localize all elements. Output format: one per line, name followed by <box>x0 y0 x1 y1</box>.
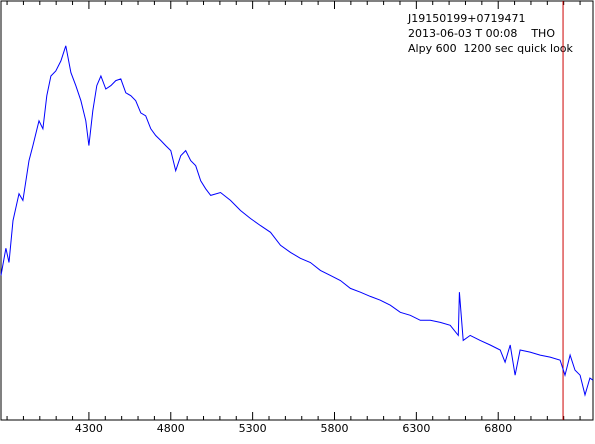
spectrum-line <box>0 45 594 397</box>
x-tick-label: 5800 <box>320 422 348 435</box>
title-line: Alpy 600 1200 sec quick look <box>408 42 574 55</box>
x-tick-label: 6800 <box>484 422 512 435</box>
x-tick-label: 4300 <box>75 422 103 435</box>
x-tick-label: 6300 <box>402 422 430 435</box>
title-line: J19150199+0719471 <box>407 12 525 25</box>
x-tick-label: 4800 <box>157 422 185 435</box>
plot-frame <box>0 0 594 421</box>
x-tick-label: 5300 <box>239 422 267 435</box>
title-line: 2013-06-03 T 00:08 THO <box>408 27 555 40</box>
